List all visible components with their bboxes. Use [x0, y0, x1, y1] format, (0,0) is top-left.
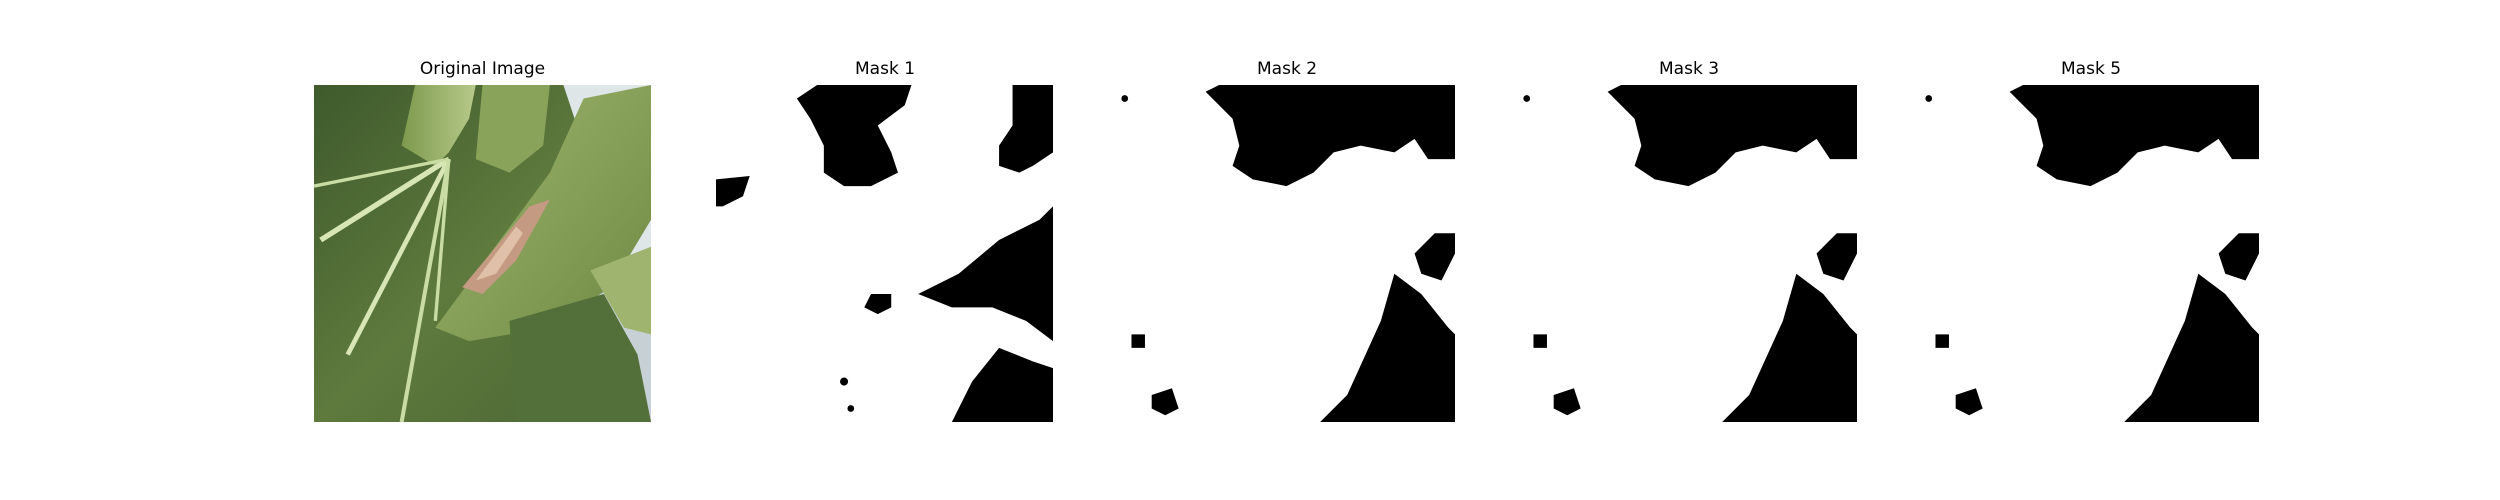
mask-5-graphic	[1922, 85, 2259, 422]
mask-2-graphic	[1118, 85, 1455, 422]
panel-mask-5: Mask 5	[1922, 58, 2259, 426]
mask-2-image	[1118, 85, 1455, 422]
mask-1-image	[716, 85, 1053, 422]
mask-1-graphic	[716, 85, 1053, 422]
mask-3-image	[1520, 85, 1857, 422]
panel-title: Mask 1	[855, 59, 916, 79]
panel-original-image: Original Image	[314, 58, 651, 426]
mask-3-graphic	[1520, 85, 1857, 422]
panel-title: Mask 3	[1659, 59, 1720, 79]
panel-title: Mask 5	[2061, 59, 2122, 79]
panel-mask-1: Mask 1	[716, 58, 1053, 426]
panel-title: Original Image	[419, 59, 546, 79]
original-leaf-photo	[314, 85, 651, 422]
mask-5-image	[1922, 85, 2259, 422]
leaf-photo-graphic	[314, 85, 651, 422]
panel-mask-2: Mask 2	[1118, 58, 1455, 426]
panel-mask-3: Mask 3	[1520, 58, 1857, 426]
panel-title: Mask 2	[1257, 59, 1318, 79]
